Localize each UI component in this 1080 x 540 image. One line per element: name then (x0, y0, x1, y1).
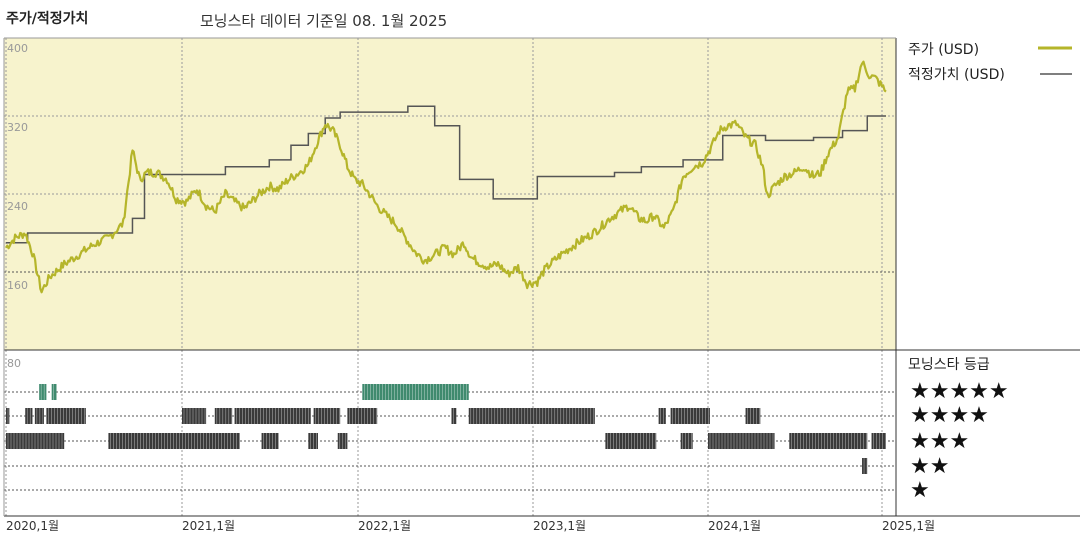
rating-bar-4-star (6, 408, 10, 424)
rating-bar-4-star (451, 408, 457, 424)
x-tick-label: 2022,1월 (358, 519, 411, 533)
rating-bar-4-star (25, 408, 33, 424)
rating-bar-fill (261, 433, 279, 449)
rating-bar-fill (680, 433, 693, 449)
chart-subtitle: 모닝스타 데이터 기준일 08. 1월 2025 (200, 12, 448, 30)
rating-bar-3-star (680, 433, 693, 449)
rating-bar-5-star (51, 384, 57, 400)
rating-legend-title: 모닝스타 등급 (908, 357, 990, 373)
rating-bar-fill (25, 408, 33, 424)
fair-value-series-line (6, 105, 886, 244)
rating-bar-4-star (347, 408, 378, 424)
rating-bar-4-star (46, 408, 86, 424)
rating-bar-3-star (871, 433, 886, 449)
rating-bar-fill (108, 433, 240, 449)
rating-bar-fill (347, 408, 378, 424)
rating-bar-fill (313, 408, 341, 424)
x-tick-label: 2024,1월 (708, 519, 761, 533)
rating-bar-3-star (708, 433, 775, 449)
rating-bar-4-star (670, 408, 710, 424)
rating-bar-fill (451, 408, 457, 424)
x-tick-label: 2021,1월 (182, 519, 235, 533)
legend-price-label: 주가 (USD) (908, 42, 979, 58)
rating-bar-5-star (39, 384, 47, 400)
rating-bar-fill (182, 408, 207, 424)
rating-level-stars: ★★★ (910, 429, 969, 454)
rating-bar-fill (214, 408, 233, 424)
rating-bar-3-star (337, 433, 348, 449)
rating-bar-4-star (214, 408, 233, 424)
rating-bar-5-star (362, 384, 469, 400)
price-series-line (5, 60, 887, 294)
rating-bar-fill (6, 408, 10, 424)
rating-bar-3-star (605, 433, 657, 449)
rating-bar-fill (34, 408, 44, 424)
rating-bar-4-star (745, 408, 761, 424)
rating-bar-3-star (789, 433, 868, 449)
legend-fair-value-label: 적정가치 (USD) (908, 67, 1005, 83)
rating-bar-fill (708, 433, 775, 449)
rating-bar-fill (51, 384, 57, 400)
rating-bar-4-star (468, 408, 595, 424)
rating-bar-4-star (34, 408, 44, 424)
rating-bar-4-star (182, 408, 207, 424)
rating-bar-fill (605, 433, 657, 449)
rating-bar-4-star (313, 408, 341, 424)
rating-bar-4-star (234, 408, 311, 424)
rating-bar-fill (468, 408, 595, 424)
x-tick-label: 2025,1월 (882, 519, 935, 533)
rating-bar-fill (658, 408, 666, 424)
rating-level-stars: ★ (910, 478, 930, 503)
y-tick-label: 80 (7, 357, 21, 370)
rating-bar-3-star (261, 433, 279, 449)
rating-bar-fill (789, 433, 868, 449)
rating-bar-fill (39, 384, 47, 400)
rating-bar-2-star (862, 458, 868, 474)
rating-bar-3-star (6, 433, 65, 449)
y-tick-label: 240 (7, 200, 28, 213)
y-tick-label: 320 (7, 121, 28, 134)
rating-level-stars: ★★★★★ (910, 379, 1009, 404)
rating-level-stars: ★★★★ (910, 403, 989, 428)
rating-bar-4-star (658, 408, 666, 424)
rating-level-stars: ★★ (910, 454, 949, 479)
x-tick-label: 2020,1월 (6, 519, 59, 533)
rating-bar-fill (862, 458, 868, 474)
rating-bar-3-star (108, 433, 240, 449)
x-tick-label: 2023,1월 (533, 519, 586, 533)
section-title: 주가/적정가치 (6, 11, 89, 27)
y-tick-label: 160 (7, 279, 28, 292)
rating-bar-fill (670, 408, 710, 424)
rating-bar-3-star (308, 433, 318, 449)
y-tick-label: 400 (7, 42, 28, 55)
